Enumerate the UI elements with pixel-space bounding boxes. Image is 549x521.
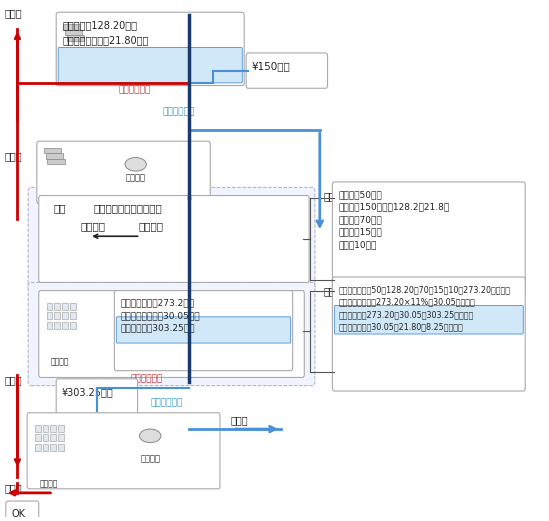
- Text: 税前工程造价：50＋128.20＋70＋15＋10＝273.20（万元）
增值税销项税额：273.20×11%＝30.05（万元）
工程总造价：273.20＋3: 税前工程造价：50＋128.20＋70＋15＋10＝273.20（万元） 增值税…: [338, 285, 510, 332]
- FancyBboxPatch shape: [54, 312, 60, 319]
- FancyBboxPatch shape: [28, 282, 315, 386]
- FancyBboxPatch shape: [43, 444, 48, 451]
- FancyBboxPatch shape: [35, 435, 41, 441]
- FancyBboxPatch shape: [43, 148, 61, 153]
- Text: 税前工程造价：273.2万元
增值税销项税额：30.05万元
工程总造价：303.25万元: 税前工程造价：273.2万元 增值税销项税额：30.05万元 工程总造价：303…: [120, 299, 200, 333]
- FancyBboxPatch shape: [56, 379, 138, 414]
- Text: 供货商: 供货商: [5, 8, 23, 18]
- Text: 应税服务: 应税服务: [81, 221, 105, 231]
- FancyBboxPatch shape: [39, 291, 304, 378]
- FancyBboxPatch shape: [67, 35, 85, 41]
- FancyBboxPatch shape: [47, 322, 52, 329]
- Text: 承包人的进项: 承包人的进项: [163, 107, 195, 116]
- Text: 专用发票: 专用发票: [140, 455, 160, 464]
- FancyBboxPatch shape: [58, 47, 242, 83]
- FancyBboxPatch shape: [70, 312, 76, 319]
- Text: 供货商: 供货商: [5, 151, 23, 160]
- FancyBboxPatch shape: [43, 435, 48, 441]
- Text: 承包人: 承包人: [231, 415, 248, 426]
- FancyBboxPatch shape: [47, 159, 65, 164]
- Text: 专用发票: 专用发票: [126, 174, 145, 183]
- FancyBboxPatch shape: [51, 425, 56, 432]
- FancyBboxPatch shape: [70, 303, 76, 309]
- Text: 承包人: 承包人: [289, 56, 306, 66]
- Text: ¥303.25万元: ¥303.25万元: [62, 387, 114, 397]
- FancyBboxPatch shape: [6, 501, 39, 521]
- FancyBboxPatch shape: [63, 24, 81, 30]
- Text: 除税价格：128.20万元
增值税销项税额：21.80万元: 除税价格：128.20万元 增值税销项税额：21.80万元: [62, 20, 148, 45]
- Text: 应税服务: 应税服务: [138, 221, 164, 231]
- FancyBboxPatch shape: [54, 322, 60, 329]
- Text: 发包人: 发包人: [5, 483, 23, 493]
- Text: ¥150万元: ¥150万元: [252, 61, 291, 71]
- Text: 施工: 施工: [53, 204, 66, 214]
- FancyBboxPatch shape: [27, 413, 220, 489]
- Text: 应税服务: 应税服务: [51, 357, 69, 366]
- FancyBboxPatch shape: [62, 303, 68, 309]
- FancyBboxPatch shape: [56, 12, 244, 85]
- FancyBboxPatch shape: [58, 425, 64, 432]
- Ellipse shape: [125, 157, 147, 171]
- Ellipse shape: [139, 429, 161, 443]
- FancyBboxPatch shape: [332, 182, 525, 296]
- FancyBboxPatch shape: [246, 53, 328, 88]
- Text: 发包人: 发包人: [5, 375, 23, 384]
- FancyBboxPatch shape: [47, 303, 52, 309]
- FancyBboxPatch shape: [332, 277, 525, 391]
- Text: 应税服务: 应税服务: [39, 479, 58, 488]
- FancyBboxPatch shape: [35, 425, 41, 432]
- Text: OK: OK: [12, 509, 26, 519]
- FancyBboxPatch shape: [114, 291, 293, 370]
- FancyBboxPatch shape: [47, 312, 52, 319]
- Text: 供货商的销项: 供货商的销项: [118, 85, 150, 94]
- FancyBboxPatch shape: [65, 30, 82, 35]
- FancyBboxPatch shape: [35, 444, 41, 451]
- FancyBboxPatch shape: [46, 153, 63, 159]
- FancyBboxPatch shape: [62, 312, 68, 319]
- FancyBboxPatch shape: [28, 188, 315, 291]
- FancyBboxPatch shape: [43, 425, 48, 432]
- FancyBboxPatch shape: [116, 317, 291, 343]
- FancyBboxPatch shape: [58, 435, 64, 441]
- FancyBboxPatch shape: [51, 444, 56, 451]
- Text: 承包人的销项: 承包人的销项: [131, 375, 163, 384]
- FancyBboxPatch shape: [58, 444, 64, 451]
- FancyBboxPatch shape: [39, 195, 309, 282]
- Text: 承包人: 承包人: [324, 287, 341, 296]
- FancyBboxPatch shape: [62, 322, 68, 329]
- FancyBboxPatch shape: [334, 305, 523, 334]
- Text: 发包人的进项: 发包人的进项: [150, 398, 182, 407]
- Text: 人工、材料、机械、管理: 人工、材料、机械、管理: [93, 204, 162, 214]
- FancyBboxPatch shape: [51, 435, 56, 441]
- FancyBboxPatch shape: [54, 303, 60, 309]
- Text: 人工费：50万元
材料费：150万元（128.2＋21.8）
机械费：70万元
管理费：15万元
利润：10万元: 人工费：50万元 材料费：150万元（128.2＋21.8） 机械费：70万元 …: [338, 190, 450, 249]
- FancyBboxPatch shape: [70, 322, 76, 329]
- Text: 承包人: 承包人: [324, 191, 341, 202]
- FancyBboxPatch shape: [37, 141, 210, 204]
